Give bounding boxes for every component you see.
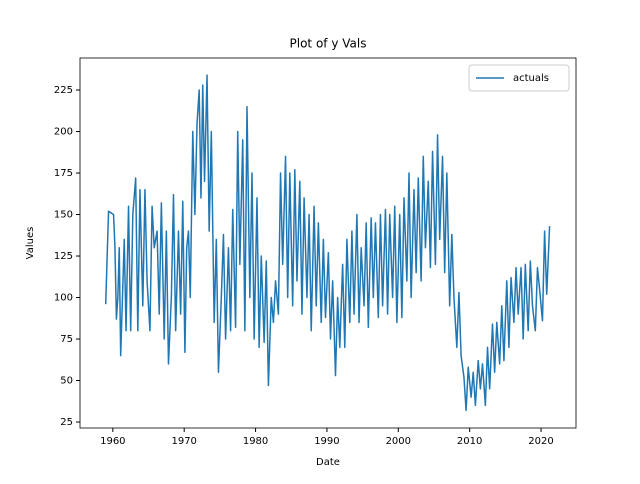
y-tick-label: 200 (54, 127, 73, 138)
x-tick-label: 1970 (171, 436, 196, 447)
y-axis-label: Values (25, 227, 36, 260)
legend-box (468, 64, 570, 92)
y-tick-label: 25 (60, 417, 73, 428)
y-tick-label: 175 (54, 168, 73, 179)
x-tick-label: 1980 (243, 436, 268, 447)
x-axis-label: Date (316, 457, 340, 468)
y-tick-label: 150 (54, 210, 73, 221)
y-tick-label: 225 (54, 85, 73, 96)
x-tick-label: 1960 (100, 436, 125, 447)
y-tick-label: 100 (54, 293, 73, 304)
series-line (104, 74, 551, 412)
y-tick-label: 75 (60, 334, 73, 345)
y-tick-label: 50 (60, 376, 73, 387)
x-tick-label: 1990 (314, 436, 339, 447)
legend-label: actuals (513, 73, 549, 84)
y-tick-label: 125 (54, 251, 73, 262)
plot-frame (79, 57, 577, 429)
x-tick-label: 2010 (457, 436, 482, 447)
chart-title: Plot of y Vals (290, 37, 367, 51)
x-tick-label: 2020 (528, 436, 553, 447)
x-tick-label: 2000 (386, 436, 411, 447)
